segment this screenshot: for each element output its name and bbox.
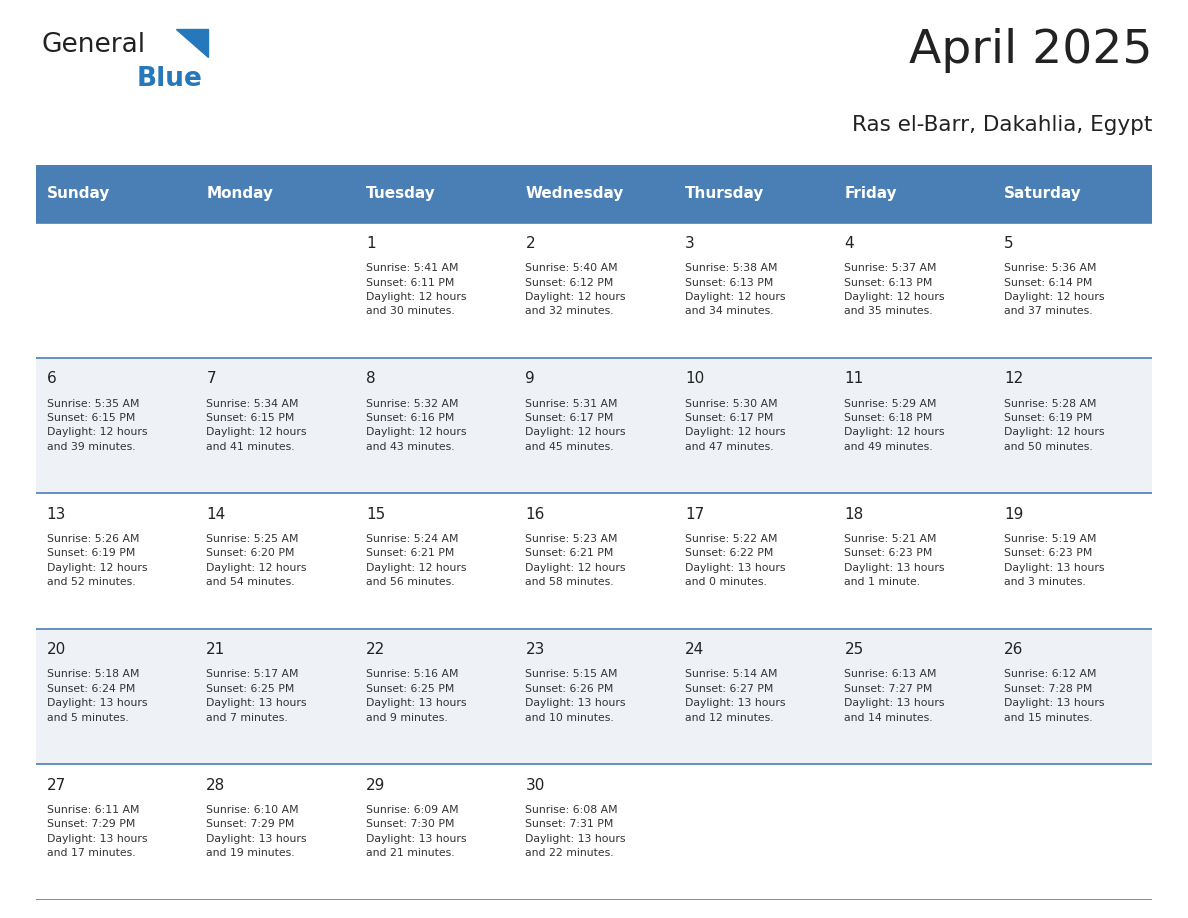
Text: April 2025: April 2025: [909, 28, 1152, 73]
Text: Sunrise: 5:41 AM
Sunset: 6:11 PM
Daylight: 12 hours
and 30 minutes.: Sunrise: 5:41 AM Sunset: 6:11 PM Dayligh…: [366, 263, 467, 317]
Text: Sunrise: 5:14 AM
Sunset: 6:27 PM
Daylight: 13 hours
and 12 minutes.: Sunrise: 5:14 AM Sunset: 6:27 PM Dayligh…: [685, 669, 785, 722]
Text: Sunrise: 5:35 AM
Sunset: 6:15 PM
Daylight: 12 hours
and 39 minutes.: Sunrise: 5:35 AM Sunset: 6:15 PM Dayligh…: [46, 398, 147, 452]
Text: 28: 28: [207, 778, 226, 793]
Text: Sunrise: 6:13 AM
Sunset: 7:27 PM
Daylight: 13 hours
and 14 minutes.: Sunrise: 6:13 AM Sunset: 7:27 PM Dayligh…: [845, 669, 944, 722]
Text: Sunrise: 5:30 AM
Sunset: 6:17 PM
Daylight: 12 hours
and 47 minutes.: Sunrise: 5:30 AM Sunset: 6:17 PM Dayligh…: [685, 398, 785, 452]
Text: 13: 13: [46, 507, 67, 522]
Bar: [36, 629, 1152, 764]
Text: 2: 2: [525, 236, 535, 252]
Text: Sunrise: 5:24 AM
Sunset: 6:21 PM
Daylight: 12 hours
and 56 minutes.: Sunrise: 5:24 AM Sunset: 6:21 PM Dayligh…: [366, 534, 467, 588]
Text: 1: 1: [366, 236, 375, 252]
Text: 27: 27: [46, 778, 67, 793]
Text: 3: 3: [685, 236, 695, 252]
Text: 10: 10: [685, 372, 704, 386]
Text: Sunrise: 5:25 AM
Sunset: 6:20 PM
Daylight: 12 hours
and 54 minutes.: Sunrise: 5:25 AM Sunset: 6:20 PM Dayligh…: [207, 534, 307, 588]
Text: 17: 17: [685, 507, 704, 522]
Text: 21: 21: [207, 643, 226, 657]
Text: 9: 9: [525, 372, 535, 386]
Text: 8: 8: [366, 372, 375, 386]
Text: Sunrise: 5:17 AM
Sunset: 6:25 PM
Daylight: 13 hours
and 7 minutes.: Sunrise: 5:17 AM Sunset: 6:25 PM Dayligh…: [207, 669, 307, 722]
Text: Thursday: Thursday: [685, 186, 764, 201]
Text: 25: 25: [845, 643, 864, 657]
Text: 23: 23: [525, 643, 545, 657]
Text: 16: 16: [525, 507, 545, 522]
Text: Sunrise: 5:38 AM
Sunset: 6:13 PM
Daylight: 12 hours
and 34 minutes.: Sunrise: 5:38 AM Sunset: 6:13 PM Dayligh…: [685, 263, 785, 317]
Bar: [36, 764, 1152, 900]
Text: 15: 15: [366, 507, 385, 522]
Text: Sunrise: 5:21 AM
Sunset: 6:23 PM
Daylight: 13 hours
and 1 minute.: Sunrise: 5:21 AM Sunset: 6:23 PM Dayligh…: [845, 534, 944, 588]
Text: Monday: Monday: [207, 186, 273, 201]
Text: 6: 6: [46, 372, 57, 386]
Text: 20: 20: [46, 643, 67, 657]
Text: Sunrise: 5:31 AM
Sunset: 6:17 PM
Daylight: 12 hours
and 45 minutes.: Sunrise: 5:31 AM Sunset: 6:17 PM Dayligh…: [525, 398, 626, 452]
Bar: [36, 358, 1152, 493]
Text: 24: 24: [685, 643, 704, 657]
Text: Sunrise: 5:37 AM
Sunset: 6:13 PM
Daylight: 12 hours
and 35 minutes.: Sunrise: 5:37 AM Sunset: 6:13 PM Dayligh…: [845, 263, 944, 317]
Text: 11: 11: [845, 372, 864, 386]
Text: 19: 19: [1004, 507, 1023, 522]
Bar: [36, 493, 1152, 629]
Text: Sunrise: 5:40 AM
Sunset: 6:12 PM
Daylight: 12 hours
and 32 minutes.: Sunrise: 5:40 AM Sunset: 6:12 PM Dayligh…: [525, 263, 626, 317]
Text: Sunrise: 6:12 AM
Sunset: 7:28 PM
Daylight: 13 hours
and 15 minutes.: Sunrise: 6:12 AM Sunset: 7:28 PM Dayligh…: [1004, 669, 1105, 722]
Text: 7: 7: [207, 372, 216, 386]
Text: Sunrise: 5:16 AM
Sunset: 6:25 PM
Daylight: 13 hours
and 9 minutes.: Sunrise: 5:16 AM Sunset: 6:25 PM Dayligh…: [366, 669, 467, 722]
Text: Sunrise: 6:08 AM
Sunset: 7:31 PM
Daylight: 13 hours
and 22 minutes.: Sunrise: 6:08 AM Sunset: 7:31 PM Dayligh…: [525, 805, 626, 858]
Text: Sunrise: 5:15 AM
Sunset: 6:26 PM
Daylight: 13 hours
and 10 minutes.: Sunrise: 5:15 AM Sunset: 6:26 PM Dayligh…: [525, 669, 626, 722]
Text: 12: 12: [1004, 372, 1023, 386]
Text: Tuesday: Tuesday: [366, 186, 436, 201]
Text: 29: 29: [366, 778, 385, 793]
Text: 14: 14: [207, 507, 226, 522]
Text: 18: 18: [845, 507, 864, 522]
Text: Sunrise: 5:26 AM
Sunset: 6:19 PM
Daylight: 12 hours
and 52 minutes.: Sunrise: 5:26 AM Sunset: 6:19 PM Dayligh…: [46, 534, 147, 588]
Text: Sunrise: 5:18 AM
Sunset: 6:24 PM
Daylight: 13 hours
and 5 minutes.: Sunrise: 5:18 AM Sunset: 6:24 PM Dayligh…: [46, 669, 147, 722]
Text: Blue: Blue: [137, 66, 202, 92]
Text: Sunrise: 5:28 AM
Sunset: 6:19 PM
Daylight: 12 hours
and 50 minutes.: Sunrise: 5:28 AM Sunset: 6:19 PM Dayligh…: [1004, 398, 1105, 452]
Text: Sunrise: 5:34 AM
Sunset: 6:15 PM
Daylight: 12 hours
and 41 minutes.: Sunrise: 5:34 AM Sunset: 6:15 PM Dayligh…: [207, 398, 307, 452]
Text: Sunrise: 5:22 AM
Sunset: 6:22 PM
Daylight: 13 hours
and 0 minutes.: Sunrise: 5:22 AM Sunset: 6:22 PM Dayligh…: [685, 534, 785, 588]
Text: Friday: Friday: [845, 186, 897, 201]
Text: 5: 5: [1004, 236, 1013, 252]
Bar: [36, 222, 1152, 358]
Text: Ras el-Barr, Dakahlia, Egypt: Ras el-Barr, Dakahlia, Egypt: [852, 115, 1152, 135]
Text: Sunday: Sunday: [46, 186, 110, 201]
Text: Sunrise: 5:32 AM
Sunset: 6:16 PM
Daylight: 12 hours
and 43 minutes.: Sunrise: 5:32 AM Sunset: 6:16 PM Dayligh…: [366, 398, 467, 452]
Text: Sunrise: 6:11 AM
Sunset: 7:29 PM
Daylight: 13 hours
and 17 minutes.: Sunrise: 6:11 AM Sunset: 7:29 PM Dayligh…: [46, 805, 147, 858]
Text: 4: 4: [845, 236, 854, 252]
Text: Sunrise: 6:09 AM
Sunset: 7:30 PM
Daylight: 13 hours
and 21 minutes.: Sunrise: 6:09 AM Sunset: 7:30 PM Dayligh…: [366, 805, 467, 858]
Text: Saturday: Saturday: [1004, 186, 1082, 201]
Text: Wednesday: Wednesday: [525, 186, 624, 201]
Bar: [36, 165, 1152, 222]
Text: Sunrise: 5:29 AM
Sunset: 6:18 PM
Daylight: 12 hours
and 49 minutes.: Sunrise: 5:29 AM Sunset: 6:18 PM Dayligh…: [845, 398, 944, 452]
Text: Sunrise: 5:36 AM
Sunset: 6:14 PM
Daylight: 12 hours
and 37 minutes.: Sunrise: 5:36 AM Sunset: 6:14 PM Dayligh…: [1004, 263, 1105, 317]
Text: 30: 30: [525, 778, 545, 793]
Text: Sunrise: 6:10 AM
Sunset: 7:29 PM
Daylight: 13 hours
and 19 minutes.: Sunrise: 6:10 AM Sunset: 7:29 PM Dayligh…: [207, 805, 307, 858]
Text: General: General: [42, 32, 146, 58]
Text: Sunrise: 5:23 AM
Sunset: 6:21 PM
Daylight: 12 hours
and 58 minutes.: Sunrise: 5:23 AM Sunset: 6:21 PM Dayligh…: [525, 534, 626, 588]
Text: 26: 26: [1004, 643, 1023, 657]
Text: Sunrise: 5:19 AM
Sunset: 6:23 PM
Daylight: 13 hours
and 3 minutes.: Sunrise: 5:19 AM Sunset: 6:23 PM Dayligh…: [1004, 534, 1105, 588]
Text: 22: 22: [366, 643, 385, 657]
